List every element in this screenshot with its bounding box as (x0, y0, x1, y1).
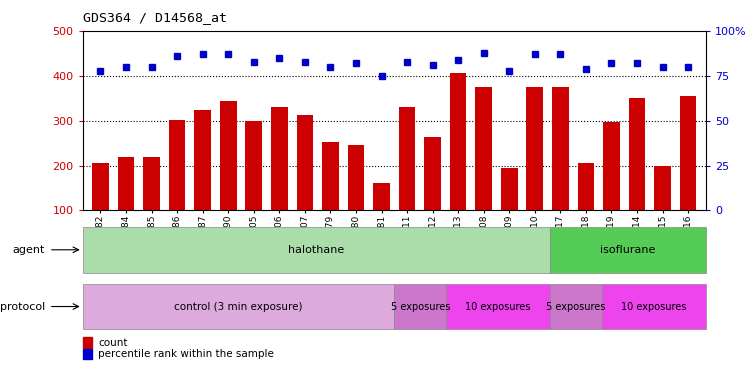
Bar (92, 163, 109, 255)
Bar (424, 137, 441, 255)
Bar (446, 284, 550, 329)
Text: percentile rank within the sample: percentile rank within the sample (98, 349, 274, 359)
Bar (348, 145, 364, 255)
Text: control (3 min exposure): control (3 min exposure) (174, 302, 303, 311)
Bar (83, 284, 394, 329)
Bar (603, 122, 620, 255)
Bar (450, 73, 466, 255)
Bar (394, 284, 446, 329)
Bar (195, 109, 211, 255)
Text: 10 exposures: 10 exposures (466, 302, 531, 311)
Text: agent: agent (13, 245, 45, 255)
Bar (83, 337, 92, 348)
Bar (552, 87, 569, 255)
Text: halothane: halothane (288, 245, 345, 255)
Bar (297, 115, 313, 255)
Bar (501, 168, 517, 255)
Bar (220, 101, 237, 255)
Bar (654, 165, 671, 255)
Text: count: count (98, 337, 128, 348)
Bar (373, 183, 390, 255)
Text: GDS364 / D14568_at: GDS364 / D14568_at (83, 11, 227, 24)
Bar (526, 87, 543, 255)
Text: 10 exposures: 10 exposures (621, 302, 686, 311)
Text: isoflurane: isoflurane (600, 245, 656, 255)
Text: 5 exposures: 5 exposures (391, 302, 450, 311)
Bar (322, 142, 339, 255)
Bar (680, 96, 696, 255)
Bar (83, 349, 92, 359)
Bar (83, 227, 550, 273)
Bar (118, 157, 134, 255)
Text: 5 exposures: 5 exposures (547, 302, 606, 311)
Text: protocol: protocol (0, 302, 45, 311)
Bar (475, 87, 492, 255)
Bar (169, 120, 185, 255)
Bar (602, 284, 706, 329)
Bar (550, 227, 706, 273)
Bar (550, 284, 602, 329)
Bar (143, 157, 160, 255)
Bar (246, 121, 262, 255)
Bar (399, 107, 415, 255)
Bar (629, 98, 645, 255)
Bar (271, 107, 288, 255)
Bar (578, 163, 594, 255)
